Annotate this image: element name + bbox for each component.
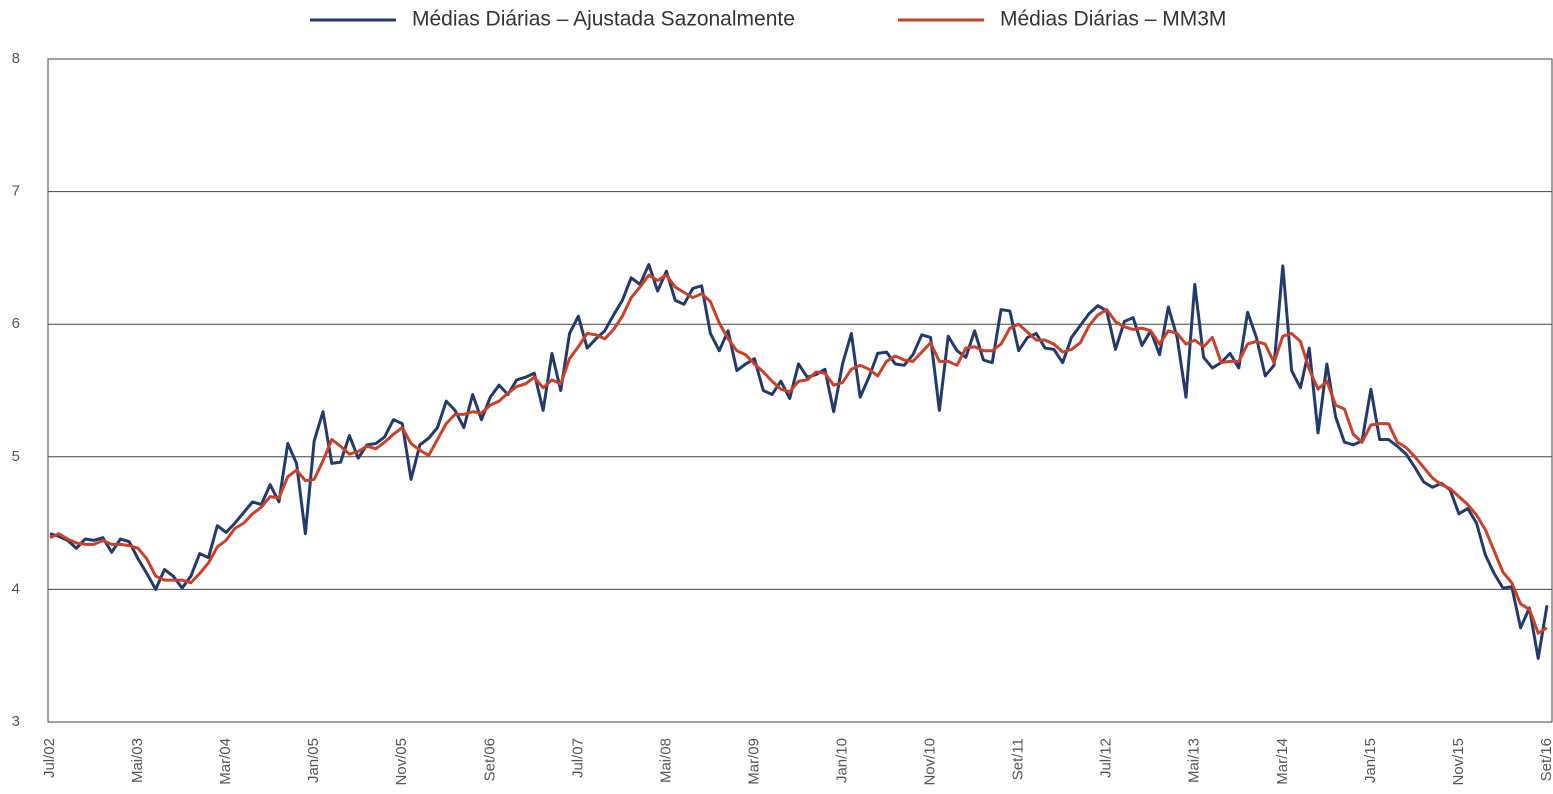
legend-label: Médias Diárias – Ajustada Sazonalmente bbox=[412, 8, 795, 31]
plot-frame bbox=[47, 58, 1553, 723]
x-tick-label: Jan/15 bbox=[1362, 738, 1379, 783]
x-tick-label: Nov/10 bbox=[922, 738, 939, 786]
x-tick-label: Jan/05 bbox=[305, 738, 322, 783]
y-tick-label: 4 bbox=[12, 580, 20, 597]
legend-label: Médias Diárias – MM3M bbox=[1000, 8, 1226, 31]
y-tick-label: 7 bbox=[12, 183, 20, 200]
x-tick-label: Set/16 bbox=[1538, 738, 1553, 781]
x-tick-label: Mai/03 bbox=[129, 738, 146, 783]
x-tick-label: Mai/08 bbox=[657, 738, 674, 783]
x-tick-label: Jul/02 bbox=[41, 738, 58, 778]
y-tick-label: 5 bbox=[12, 448, 20, 465]
series-line bbox=[49, 263, 1549, 660]
x-tick-label: Mar/04 bbox=[217, 738, 234, 785]
x-tick-label: Jan/10 bbox=[833, 738, 850, 783]
x-tick-label: Set/11 bbox=[1010, 738, 1027, 780]
x-tick-label: Mar/14 bbox=[1274, 738, 1291, 785]
y-tick-label: 8 bbox=[12, 50, 20, 67]
y-tick-label: 3 bbox=[12, 713, 20, 730]
x-tick-label: Nov/05 bbox=[393, 738, 410, 786]
x-tick-label: Set/06 bbox=[481, 738, 498, 781]
x-tick-label: Jul/12 bbox=[1098, 738, 1115, 778]
y-tick-label: 6 bbox=[12, 315, 20, 332]
x-tick-label: Mar/09 bbox=[745, 738, 762, 785]
x-tick-label: Nov/15 bbox=[1450, 738, 1467, 786]
series-line bbox=[49, 273, 1548, 635]
x-tick-label: Jul/07 bbox=[569, 738, 586, 778]
x-tick-label: Mai/13 bbox=[1186, 738, 1203, 783]
